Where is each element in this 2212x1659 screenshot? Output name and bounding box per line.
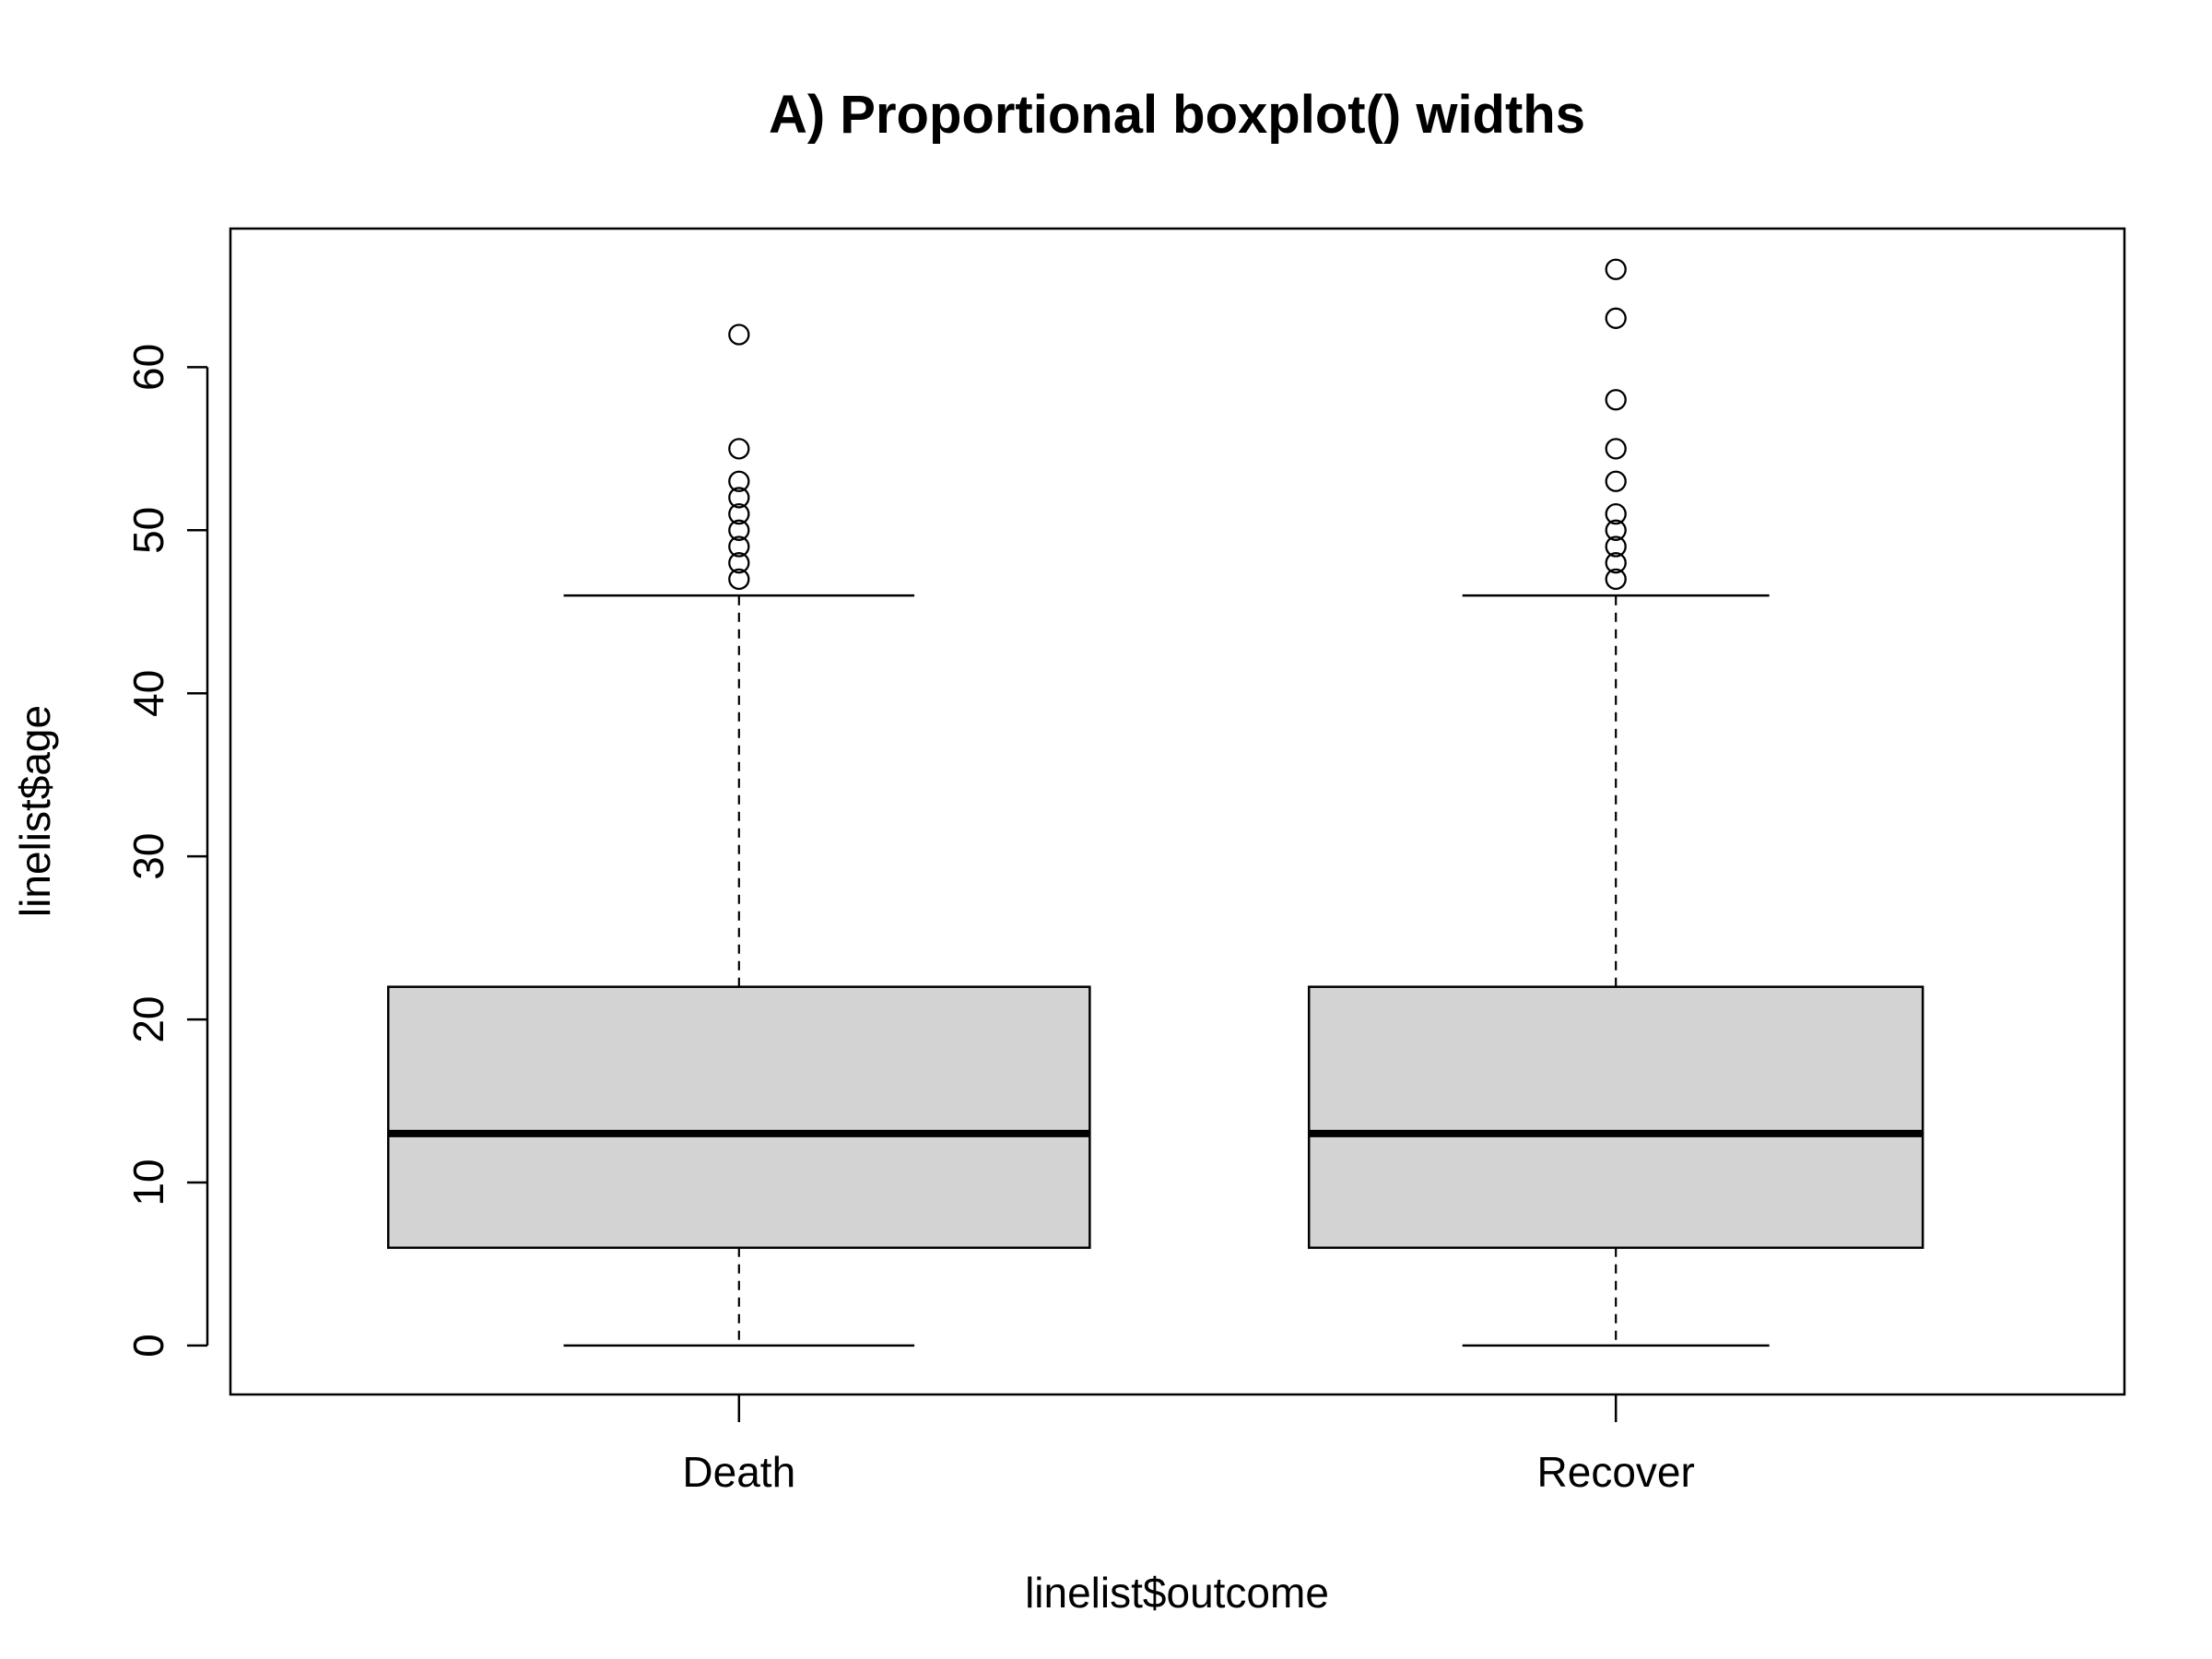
chart-title: A) Proportional boxplot() widths [769,85,1585,145]
y-tick-label: 60 [124,344,172,391]
x-axis-label: linelist$outcome [1025,1569,1329,1617]
y-tick-label: 0 [124,1334,172,1358]
y-tick-label: 50 [124,507,172,554]
outlier-point [728,470,750,492]
box-iqr [1307,985,1924,1250]
outlier-point [1605,389,1627,411]
y-axis-label: linelist$age [11,705,59,917]
outlier-point [728,535,750,558]
outlier-point [1605,568,1627,591]
outlier-point [728,487,750,509]
x-tick-label: Recover [1537,1448,1695,1496]
outlier-point [728,519,750,541]
x-tick-label: Death [682,1448,795,1496]
outlier-point [1605,258,1627,280]
y-tick-label: 20 [124,995,172,1042]
outlier-point [728,438,750,460]
y-tick-label: 30 [124,833,172,880]
y-tick-label: 40 [124,670,172,717]
outlier-point [1605,519,1627,541]
box-iqr [387,985,1091,1250]
outlier-point [1605,552,1627,574]
outlier-point [728,324,750,346]
outlier-point [728,568,750,591]
outlier-point [728,552,750,574]
outlier-point [1605,535,1627,558]
outlier-point [1605,470,1627,492]
outlier-point [1605,438,1627,460]
outlier-point [728,502,750,525]
y-tick-label: 10 [124,1159,172,1206]
plot-frame [229,227,2126,1396]
outlier-point [1605,502,1627,525]
outlier-point [1605,307,1627,329]
